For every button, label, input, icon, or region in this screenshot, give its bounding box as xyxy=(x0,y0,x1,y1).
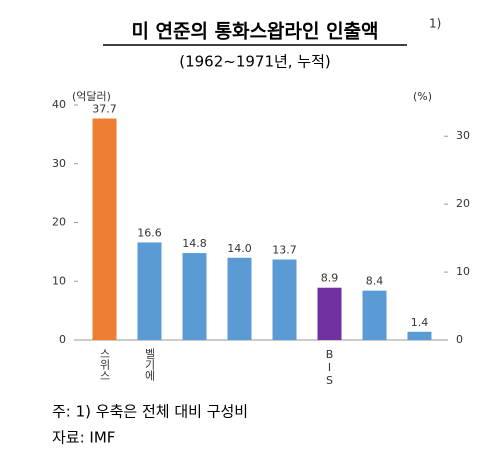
x-tick-label: 벨기에 xyxy=(143,348,156,382)
chart-subtitle: (1962~1971년, 누적) xyxy=(179,53,331,71)
y2-tick-label: 0 xyxy=(456,333,463,346)
source: 자료: IMF xyxy=(52,429,115,447)
bar xyxy=(272,259,297,340)
x-tick-label: 스위스 xyxy=(98,348,111,381)
y-tick-label: 0 xyxy=(59,333,66,346)
bar xyxy=(137,242,162,340)
value-label: 1.4 xyxy=(411,316,429,329)
x-tick-label: BIS xyxy=(323,348,336,387)
y2-axis-label: (%) xyxy=(413,90,432,103)
bar xyxy=(92,118,117,340)
value-label: 8.9 xyxy=(321,272,339,285)
y-tick-label: 30 xyxy=(52,157,66,170)
bar xyxy=(407,331,432,340)
note: 주: 1) 우축은 전체 대비 구성비 xyxy=(52,403,248,421)
title-note: 1) xyxy=(429,17,441,31)
value-label: 13.7 xyxy=(272,244,297,257)
bar xyxy=(317,287,342,340)
value-label: 37.7 xyxy=(92,103,117,116)
y-tick-label: 40 xyxy=(52,98,66,111)
value-label: 8.4 xyxy=(366,275,384,288)
bar xyxy=(227,257,252,340)
value-label: 16.6 xyxy=(137,226,162,239)
y-tick-label: 10 xyxy=(52,274,66,287)
value-label: 14.8 xyxy=(182,237,207,250)
y-axis-label: (억달러) xyxy=(72,90,111,103)
y2-tick-label: 20 xyxy=(456,197,470,210)
chart-title: 미 연준의 통화스왑라인 인출액 xyxy=(131,21,378,43)
value-label: 14.0 xyxy=(227,242,252,255)
bar xyxy=(362,290,387,340)
y2-tick-label: 30 xyxy=(456,129,470,142)
y-tick-label: 20 xyxy=(52,216,66,229)
bar xyxy=(182,253,207,340)
y2-tick-label: 10 xyxy=(456,265,470,278)
